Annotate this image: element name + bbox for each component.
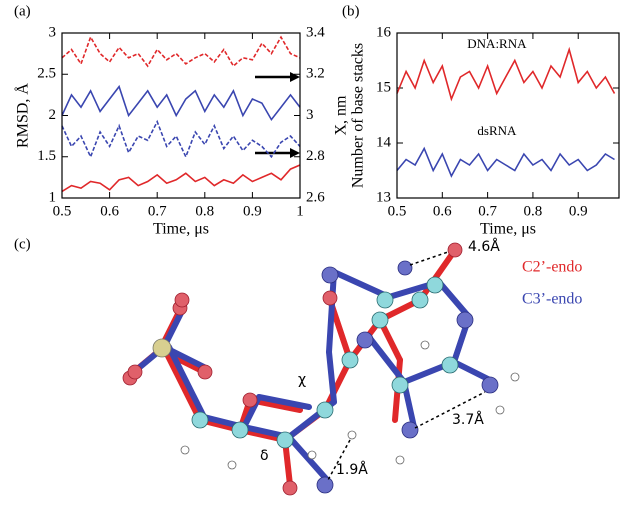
- series-label: DNA:RNA: [467, 36, 527, 51]
- y-tick-label: 2: [49, 107, 57, 123]
- y-tick-label: 13: [376, 189, 391, 205]
- y2-tick-label: 2.6: [306, 189, 325, 205]
- annotation: δ: [260, 448, 269, 464]
- y-tick-label: 16: [376, 24, 392, 40]
- legend-entry: C2’-endo: [522, 259, 582, 276]
- series-line: [61, 35, 301, 68]
- x-tick-label: 0.6: [100, 203, 119, 219]
- y-tick-label: 14: [376, 134, 392, 150]
- panel-label: (a): [14, 3, 31, 19]
- annotation: 1.9Å: [336, 461, 368, 478]
- series-line: [61, 164, 301, 193]
- y2-tick-label: 3.4: [306, 24, 325, 40]
- y2-tick-label: 3.2: [306, 66, 325, 82]
- y-tick-label: 1.5: [37, 148, 56, 164]
- annotation: 4.6Å: [468, 238, 500, 255]
- y-tick-label: 3: [49, 24, 57, 40]
- y2-axis-label: X, nm: [333, 95, 350, 136]
- series-line: [61, 119, 301, 159]
- series-label: dsRNA: [477, 123, 517, 138]
- x-tick-label: 0.5: [53, 203, 72, 219]
- x-tick-label: 1: [296, 203, 304, 219]
- y-tick-label: 2.5: [37, 66, 56, 82]
- annotation: 3.7Å: [452, 411, 484, 428]
- panel-label: (b): [342, 3, 360, 19]
- plot-frame: [61, 32, 301, 199]
- y-tick-label: 15: [376, 79, 391, 95]
- y-axis-label: RMSD, Å: [14, 83, 32, 148]
- x-tick-label: 0.9: [569, 203, 588, 219]
- molecule: [122, 242, 520, 496]
- legend-entry: C3’-endo: [522, 291, 582, 308]
- series-line: [396, 146, 615, 178]
- arrows: [255, 72, 300, 158]
- plot-frame: [396, 32, 620, 199]
- annotation: χ: [298, 372, 306, 388]
- x-tick-label: 0.6: [433, 203, 452, 219]
- series-line: [396, 46, 616, 102]
- x-tick-label: 0.8: [195, 203, 214, 219]
- x-tick-label: 0.7: [148, 203, 167, 219]
- x-tick-label: 0.5: [388, 203, 407, 219]
- x-tick-label: 0.8: [524, 203, 543, 219]
- y2-tick-label: 3: [306, 107, 314, 123]
- x-tick-label: 0.7: [478, 203, 497, 219]
- series-line: [61, 84, 301, 122]
- x-axis-label: Time, μs: [480, 221, 536, 238]
- panel-label: (c): [14, 236, 31, 252]
- y-axis-label: Number of base stacks: [350, 43, 367, 188]
- y2-tick-label: 2.8: [306, 148, 325, 164]
- x-tick-label: 0.9: [243, 203, 262, 219]
- y-tick-label: 1: [49, 189, 57, 205]
- x-axis-label: Time, μs: [153, 221, 209, 238]
